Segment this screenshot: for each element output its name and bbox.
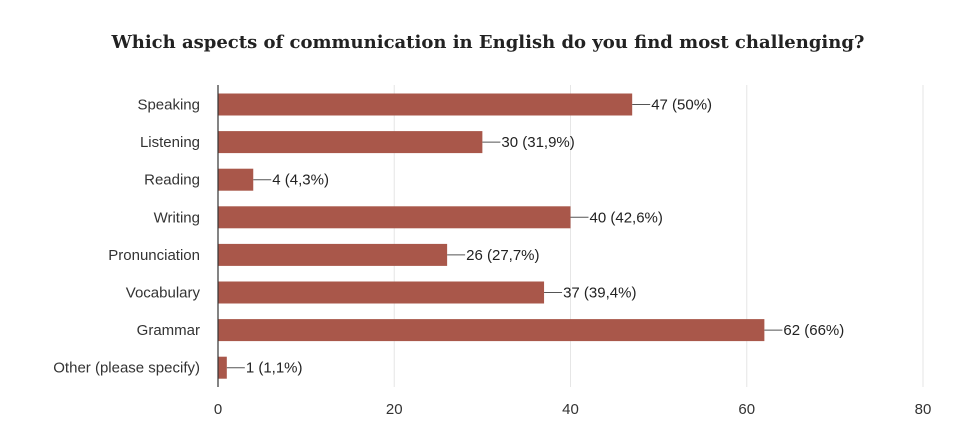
bar <box>218 131 483 154</box>
bar <box>218 93 633 116</box>
bar <box>218 356 227 379</box>
data-label: 37 (39,4%) <box>563 285 636 302</box>
bar <box>218 319 765 342</box>
category-label: Grammar <box>137 322 200 339</box>
x-tick-label: 80 <box>915 401 932 418</box>
gridlines <box>393 85 924 387</box>
data-label: 47 (50%) <box>651 97 712 114</box>
category-label: Writing <box>154 209 200 226</box>
data-label: 62 (66%) <box>783 322 844 339</box>
axes: 0 20 40 60 80 <box>214 85 932 418</box>
data-label: 26 (27,7%) <box>466 247 539 264</box>
category-label: Reading <box>144 172 200 189</box>
data-label: 40 (42,6%) <box>590 209 663 226</box>
x-tick-label: 40 <box>562 401 579 418</box>
x-tick-label: 20 <box>386 401 403 418</box>
x-tick-label: 0 <box>214 401 222 418</box>
data-label: 1 (1,1%) <box>246 360 303 377</box>
category-label: Vocabulary <box>126 285 201 302</box>
category-label: Listening <box>140 134 200 151</box>
bar <box>218 243 448 266</box>
category-label: Pronunciation <box>108 247 200 264</box>
bars <box>218 93 765 379</box>
category-label: Speaking <box>137 97 200 114</box>
data-label: 4 (4,3%) <box>272 172 329 189</box>
x-tick-label: 60 <box>738 401 755 418</box>
bar <box>218 206 571 229</box>
bar <box>218 168 254 191</box>
bar <box>218 281 545 304</box>
chart-title: Which aspects of communication in Englis… <box>111 32 865 53</box>
labels: 47 (50%) Speaking 30 (31,9%) Listening 4 (4,… <box>53 97 844 377</box>
data-label: 30 (31,9%) <box>501 134 574 151</box>
category-label: Other (please specify) <box>53 360 200 377</box>
